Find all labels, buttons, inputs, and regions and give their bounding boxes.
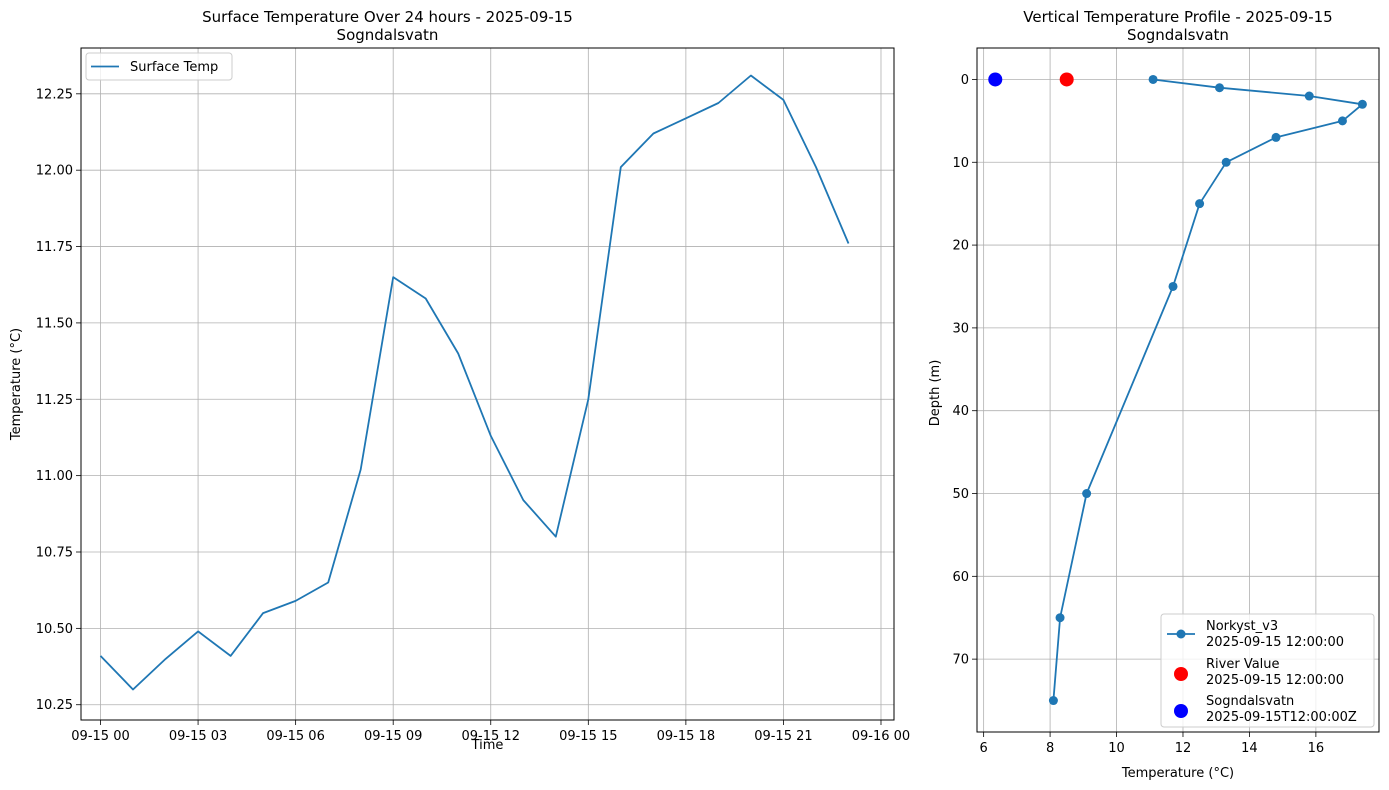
chart2-point-norkyst (1357, 99, 1367, 109)
chart1-y-tick-label: 10.25 (36, 698, 73, 713)
chart1-plot-frame (80, 47, 895, 721)
chart2-point-norkyst (1304, 91, 1314, 101)
chart1-y-tick-label: 10.50 (36, 622, 73, 637)
chart1-y-tick-label: 11.50 (36, 316, 73, 331)
chart2-point-norkyst (1168, 281, 1178, 291)
chart1-series-line-surface-temp (99, 74, 850, 691)
chart2-point-norkyst (1148, 74, 1158, 84)
chart2-point-norkyst (1215, 83, 1225, 93)
chart2-y-tick-label: 20 (952, 239, 969, 254)
chart2-x-tick-label: 14 (1241, 741, 1258, 756)
chart1-legend-box (85, 52, 233, 81)
chart2-point-norkyst (1195, 199, 1205, 209)
chart2-legend-marker-norkyst (1176, 629, 1186, 639)
vertical-profile-chart: Vertical Temperature Profile - 2025-09-1… (928, 8, 1380, 781)
surface-temperature-chart: Surface Temperature Over 24 hours - 2025… (9, 8, 910, 753)
chart2-legend-marker-station (1174, 704, 1188, 718)
chart2-x-tick-label: 12 (1175, 741, 1192, 756)
chart1-x-tick-label: 09-15 18 (657, 729, 715, 744)
chart1-x-tick-label: 09-15 09 (364, 729, 422, 744)
chart2-y-axis-label: Depth (m) (928, 360, 943, 427)
chart2-legend-box (1160, 613, 1375, 728)
chart2-series-line-norkyst (1052, 78, 1364, 701)
chart1-x-tick-label: 09-16 00 (852, 729, 910, 744)
chart2-plot-frame (976, 47, 1380, 733)
chart1-x-tick-label: 09-15 03 (169, 729, 227, 744)
chart1-x-tick-label: 09-15 12 (462, 729, 520, 744)
chart1-x-tick-label: 09-15 00 (71, 729, 129, 744)
chart2-legend-sub-river: 2025-09-15 12:00:00 (1206, 673, 1344, 688)
chart2-point-norkyst (1337, 116, 1347, 126)
chart2-legend-sub-norkyst: 2025-09-15 12:00:00 (1206, 635, 1344, 650)
chart2-point-norkyst (1048, 696, 1058, 706)
chart1-title: Surface Temperature Over 24 hours - 2025… (202, 8, 573, 26)
chart2-y-tick-label: 0 (961, 73, 969, 88)
chart2-x-tick-label: 16 (1308, 741, 1325, 756)
chart2-y-tick-label: 10 (952, 156, 969, 171)
chart1-y-ticks: 10.25 10.50 10.75 11.00 11.25 11.50 11.75 12.00… (36, 87, 81, 713)
chart1-x-tick-label: 09-15 21 (754, 729, 812, 744)
chart2-legend-marker-river (1174, 667, 1188, 681)
chart2-legend-label-norkyst: Norkyst_v3 (1206, 619, 1278, 634)
chart1-x-ticks: 09-15 00 09-15 03 09-15 06 09-15 09 09-15 12… (71, 720, 910, 744)
chart1-subtitle: Sogndalsvatn (337, 26, 439, 44)
chart2-legend-label-station: Sogndalsvatn (1206, 694, 1294, 709)
chart2-y-tick-label: 30 (952, 321, 969, 336)
chart2-marks (988, 72, 1367, 706)
chart2-title: Vertical Temperature Profile - 2025-09-1… (1023, 8, 1332, 26)
chart2-y-ticks: 0 10 20 30 40 50 60 70 (952, 73, 977, 668)
chart2-point-norkyst (1271, 132, 1281, 142)
chart2-point-norkyst (1082, 489, 1092, 499)
chart1-y-axis-label: Temperature (°C) (9, 328, 24, 441)
chart2-subtitle: Sogndalsvatn (1127, 26, 1229, 44)
chart2-y-tick-label: 70 (952, 653, 969, 668)
chart2-point-river-value (1059, 72, 1074, 87)
chart2-x-tick-label: 6 (980, 741, 988, 756)
chart1-legend-label: Surface Temp (130, 60, 218, 75)
chart1-y-tick-label: 12.25 (36, 87, 73, 102)
chart2-y-tick-label: 50 (952, 487, 969, 502)
chart2-point-norkyst (1055, 613, 1065, 623)
chart2-legend: Norkyst_v3 2025-09-15 12:00:00 River Val… (1160, 613, 1375, 728)
chart2-x-tick-label: 8 (1046, 741, 1054, 756)
chart1-grid (81, 48, 894, 720)
chart1-y-tick-label: 11.00 (36, 469, 73, 484)
chart2-x-tick-label: 10 (1108, 741, 1125, 756)
chart2-y-tick-label: 60 (952, 570, 969, 585)
chart2-point-norkyst (1221, 157, 1231, 167)
chart2-x-axis-label: Temperature (°C) (1121, 766, 1234, 781)
chart1-x-axis-label: Time (471, 738, 504, 753)
chart2-point-sogndalsvatn (988, 72, 1003, 87)
chart2-legend-label-river: River Value (1206, 657, 1280, 672)
chart1-x-tick-label: 09-15 15 (559, 729, 617, 744)
chart1-legend: Surface Temp (85, 52, 233, 81)
chart1-y-tick-label: 10.75 (36, 546, 73, 561)
chart1-y-tick-label: 11.75 (36, 240, 73, 255)
chart2-legend-sub-station: 2025-09-15T12:00:00Z (1206, 710, 1357, 725)
chart1-marks (99, 74, 850, 691)
chart2-y-tick-label: 40 (952, 404, 969, 419)
chart1-y-tick-label: 12.00 (36, 164, 73, 179)
chart2-x-ticks: 6 8 10 12 14 16 (980, 732, 1325, 756)
chart1-y-tick-label: 11.25 (36, 393, 73, 408)
chart1-x-tick-label: 09-15 06 (266, 729, 324, 744)
